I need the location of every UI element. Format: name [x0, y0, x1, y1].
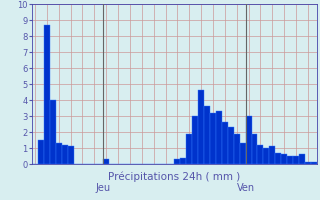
Bar [68, 146, 74, 164]
Bar [305, 162, 311, 164]
Bar [38, 140, 44, 164]
Bar [252, 134, 258, 164]
Bar [216, 111, 222, 164]
Bar [246, 116, 252, 164]
Bar [198, 90, 204, 164]
Bar [287, 156, 293, 164]
Bar [293, 156, 299, 164]
Bar [174, 159, 180, 164]
Bar [311, 162, 317, 164]
Bar [50, 100, 56, 164]
Bar [56, 143, 62, 164]
Bar [210, 113, 216, 164]
Bar [62, 145, 68, 164]
Bar [103, 159, 109, 164]
Bar [240, 143, 246, 164]
Bar [222, 122, 228, 164]
Bar [263, 148, 269, 164]
Bar [299, 154, 305, 164]
Bar [228, 127, 234, 164]
Bar [186, 134, 192, 164]
Text: Jeu: Jeu [96, 183, 111, 193]
Bar [234, 134, 240, 164]
X-axis label: Précipitations 24h ( mm ): Précipitations 24h ( mm ) [108, 172, 241, 182]
Text: Ven: Ven [236, 183, 255, 193]
Bar [269, 146, 275, 164]
Bar [180, 158, 186, 164]
Bar [281, 154, 287, 164]
Bar [275, 153, 281, 164]
Bar [44, 25, 50, 164]
Bar [204, 106, 210, 164]
Bar [192, 116, 198, 164]
Bar [258, 145, 263, 164]
